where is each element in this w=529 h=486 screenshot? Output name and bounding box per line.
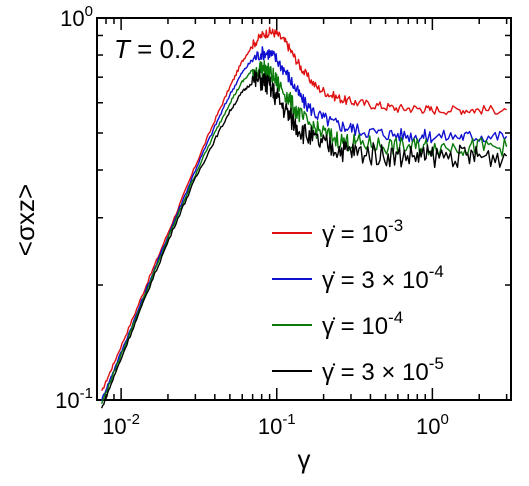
legend: γ̇ = 10-3 γ̇ = 3 × 10-4 γ̇ = 10-4 γ̇ = 3 × …: [272, 216, 444, 386]
series-line-1: [101, 46, 508, 402]
y-tick-label-1: 100: [60, 3, 93, 31]
temperature-annotation: T = 0.2: [114, 34, 196, 64]
series-line-3: [101, 69, 508, 409]
x-tick-label-0: 10-2: [102, 411, 140, 439]
series-line-0: [101, 26, 507, 391]
tick-labels: 10-2 10-1 100 10-1 100: [55, 3, 449, 439]
legend-label-3: γ̇ = 3 × 10-5: [322, 354, 444, 386]
x-axis-title: γ: [298, 444, 311, 474]
y-tick-label-0: 10-1: [55, 385, 93, 413]
axis-ticks: [96, 17, 511, 401]
y-axis-title: <σxz>: [10, 184, 40, 256]
legend-label-1: γ̇ = 3 × 10-4: [322, 262, 444, 294]
plot-frame: [96, 17, 512, 401]
x-tick-label-2: 100: [416, 411, 449, 439]
legend-label-2: γ̇ = 10-4: [322, 308, 403, 340]
series-layer: [101, 26, 508, 409]
x-tick-label-1: 10-1: [258, 411, 296, 439]
legend-label-0: γ̇ = 10-3: [322, 216, 403, 248]
